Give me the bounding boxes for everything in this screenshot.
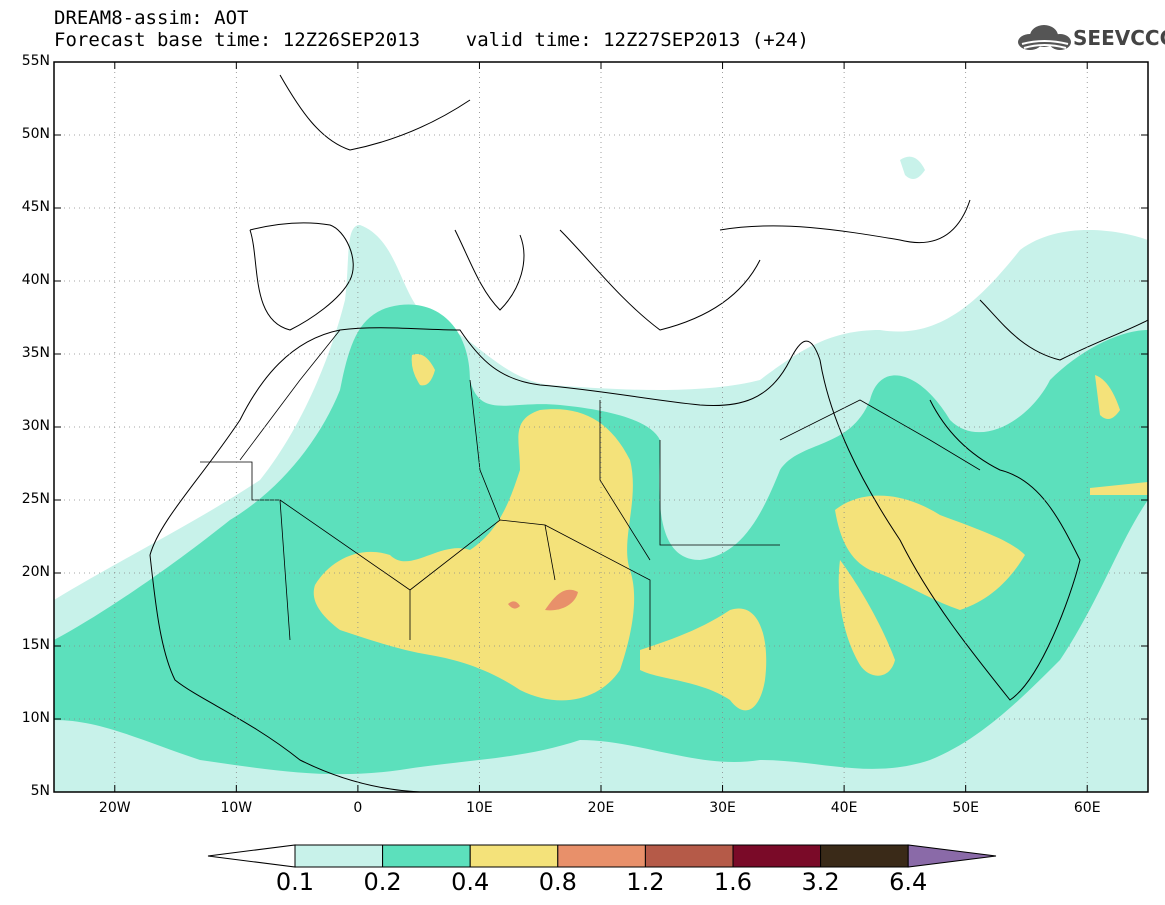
aot-region-0-4g [1090, 482, 1148, 495]
aot-region-0-4a [313, 409, 635, 701]
colorbar-label: 0.8 [538, 868, 577, 896]
lat-label: 15N [21, 637, 50, 653]
colorbar-label: 6.4 [889, 868, 928, 896]
lat-label: 5N [30, 783, 50, 799]
aot-region-0-4f [1095, 375, 1120, 419]
colorbar-box [732, 844, 822, 868]
forecast-time-line: Forecast base time: 12Z26SEP2013 valid t… [54, 29, 809, 51]
aot-region-0-4d [838, 560, 895, 676]
colorbar-label: 0.1 [275, 868, 315, 896]
graticule [54, 62, 1148, 792]
axis-ticks [54, 61, 1148, 793]
lon-label: 20W [98, 800, 131, 816]
lat-label: 30N [21, 418, 50, 434]
aot-region-0-8b [508, 601, 520, 609]
colorbar-box [469, 844, 559, 868]
colorbar-box [294, 844, 384, 868]
lat-label: 55N [21, 53, 50, 69]
lat-label: 10N [21, 710, 50, 726]
lat-label: 45N [21, 199, 50, 215]
lat-label: 50N [21, 126, 50, 142]
lon-label: 40E [830, 800, 858, 816]
aot-region-0-8a [545, 589, 578, 611]
lon-label: 60E [1073, 800, 1101, 816]
cloud-icon [1018, 25, 1071, 50]
lon-label: 30E [709, 800, 736, 816]
lat-label: 25N [21, 491, 50, 507]
colorbar-label: 0.2 [363, 868, 402, 896]
lon-label: 20E [587, 800, 615, 816]
coastlines [149, 74, 1148, 792]
colorbar [207, 844, 997, 868]
lat-label: 20N [21, 564, 50, 580]
lon-label: 50E [952, 800, 979, 816]
colorbar-box [382, 844, 471, 868]
aot-region-0-1b [900, 156, 925, 179]
colorbar-box [820, 844, 909, 868]
lat-label: 40N [21, 272, 50, 288]
colorbar-label: 0.4 [451, 868, 490, 896]
country-borders [200, 329, 981, 650]
colorbar-label: 1.2 [626, 868, 665, 896]
aot-region-0-4b [640, 608, 767, 711]
map-title: DREAM8-assim: AOT [54, 7, 249, 29]
colorbar-box [644, 844, 734, 868]
aot-region-0-4e [411, 354, 435, 386]
colorbar-above-arrow [907, 844, 997, 868]
colorbar-box [557, 844, 646, 868]
lon-label: 10E [466, 800, 493, 816]
colorbar-below-arrow [207, 844, 296, 868]
aot-region-0-4c [835, 495, 1025, 610]
colorbar-label: 3.2 [801, 868, 840, 896]
colorbar-label: 1.6 [713, 868, 753, 896]
lon-label: 10W [220, 800, 253, 816]
lon-label: 0 [353, 800, 363, 816]
logo-text: SEEVCCC [1073, 26, 1165, 50]
lat-label: 35N [21, 345, 50, 361]
